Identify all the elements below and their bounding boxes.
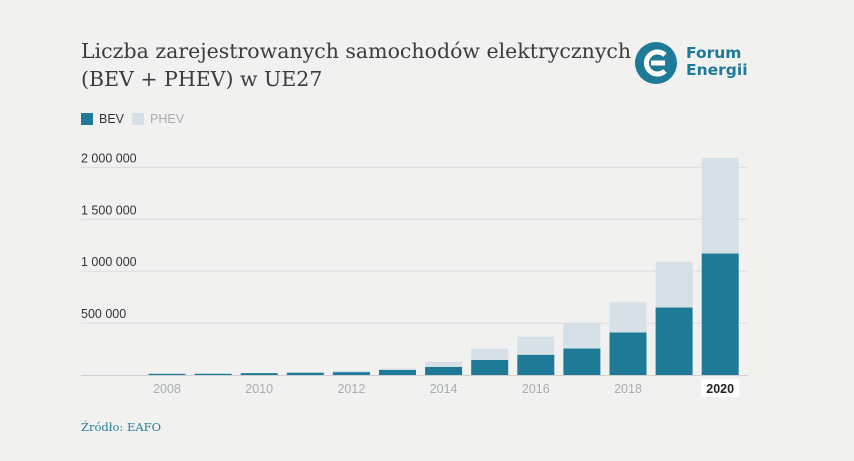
x-tick-label: 2008	[153, 382, 181, 396]
y-tick-label: 1 500 000	[81, 203, 137, 217]
bar-phev-2013	[379, 368, 416, 371]
bar-bev-2014	[425, 366, 463, 375]
bar-bev-2008	[148, 373, 186, 375]
bar-bev-2011	[286, 372, 324, 375]
x-tick-label: 2018	[614, 382, 642, 396]
bar-bev-2015	[471, 359, 509, 375]
x-tick-highlight	[701, 379, 740, 397]
y-tick-label: 500 000	[81, 307, 126, 321]
bar-bev-2018	[609, 332, 647, 375]
x-tick-label: 2012	[337, 382, 365, 396]
y-tick-label: 1 000 000	[81, 255, 137, 269]
logo-line-1: Forum	[686, 44, 742, 62]
legend: BEV PHEV	[81, 112, 192, 126]
bar-bev-2019	[655, 307, 693, 375]
source-note: Źródło: EAFO	[81, 420, 162, 434]
x-tick-label: 2020	[706, 382, 734, 396]
bar-bev-2017	[563, 348, 601, 375]
bar-bev-2012	[332, 372, 370, 375]
y-tick-label: 2 000 000	[81, 151, 137, 165]
logo-line-2-text: Energii	[686, 61, 748, 79]
stacked-bar-chart: 500 000 1 000 000 1 500 000 2 000 000 2008 20…	[81, 151, 748, 397]
legend-item-bev: BEV	[81, 112, 124, 126]
chart-title: Liczba zarejestrowanych samochodów elekt…	[81, 37, 641, 93]
legend-swatch-bev	[81, 113, 93, 125]
bar-phev-2017	[563, 323, 601, 349]
bar-phev-2012	[332, 370, 370, 373]
bar-phev-2019	[655, 261, 693, 308]
bar-phev-2015	[471, 348, 509, 360]
bar-phev-2020	[701, 158, 739, 254]
bar-bev-2010	[240, 373, 278, 375]
bar-phev-2016	[517, 336, 555, 355]
logo-text: Forum Energii	[686, 45, 748, 79]
bar-bev-2013	[379, 370, 416, 375]
bar-phev-2018	[609, 302, 647, 333]
x-tick-label: 2016	[522, 382, 550, 396]
bar-phev-2014	[425, 361, 463, 367]
legend-label-phev: PHEV	[150, 112, 185, 126]
legend-label-bev: BEV	[99, 112, 125, 126]
bar-bev-2016	[517, 354, 555, 375]
bar-bev-2009	[194, 373, 232, 375]
x-tick-label: 2010	[245, 382, 273, 396]
x-tick-label: 2014	[430, 382, 458, 396]
legend-item-phev: PHEV	[132, 112, 184, 126]
bar-bev-2020	[701, 253, 739, 375]
legend-swatch-phev	[132, 113, 145, 125]
logo-mark-icon	[635, 42, 677, 84]
logo-line-2: Energii	[686, 62, 748, 79]
title-line-1: Liczba zarejestrowanych samochodów elekt…	[81, 39, 632, 63]
title-line-2: (BEV + PHEV) w UE27	[81, 67, 323, 91]
forum-energii-logo: Forum Energii	[634, 41, 754, 87]
